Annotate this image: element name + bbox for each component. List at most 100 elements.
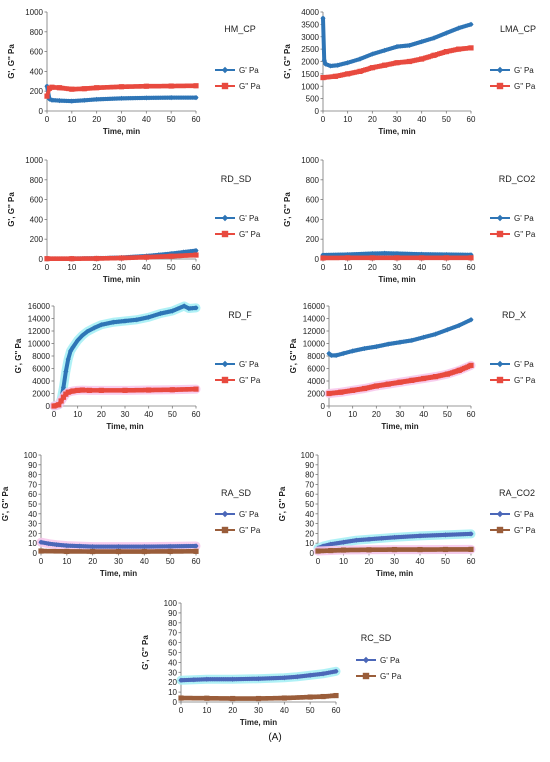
- data-point: [320, 671, 326, 677]
- x-tick-label: 10: [348, 410, 357, 419]
- legend-marker: [496, 214, 504, 222]
- y-tick-label: 800: [30, 176, 44, 185]
- data-point: [431, 35, 437, 41]
- x-tick-label: 40: [142, 115, 151, 124]
- x-tick-label: 50: [443, 410, 452, 419]
- legend-marker: [221, 66, 229, 74]
- data-point: [442, 532, 449, 538]
- y-tick-label: 1000: [301, 156, 319, 165]
- x-tick-label: 20: [92, 263, 101, 272]
- data-point: [315, 548, 321, 554]
- y-tick-label: 100: [164, 599, 178, 608]
- y-tick-label: 200: [306, 235, 320, 244]
- legend-label: G' Pa: [514, 360, 534, 369]
- x-tick-label: 40: [280, 706, 289, 715]
- x-tick-label: 40: [417, 263, 426, 272]
- data-point: [456, 25, 462, 31]
- data-point: [146, 387, 152, 393]
- series-g-double-prime: [178, 692, 339, 702]
- data-point: [65, 356, 71, 362]
- y-axis-label: G', G'' Pa: [1, 486, 10, 521]
- data-point: [143, 83, 149, 89]
- data-point: [38, 539, 44, 545]
- y-tick-label: 10: [28, 539, 37, 548]
- data-point: [320, 74, 326, 81]
- data-point: [230, 695, 236, 702]
- series-g-double-prime: [313, 544, 476, 556]
- data-point: [442, 546, 449, 553]
- data-point: [56, 85, 63, 91]
- x-tick-label: 50: [168, 410, 177, 419]
- legend-label: G'' Pa: [239, 230, 261, 239]
- chart-title: RC_SD: [361, 633, 392, 643]
- data-point: [115, 548, 122, 555]
- legend-marker: [221, 510, 229, 518]
- y-tick-label: 50: [168, 649, 177, 658]
- series-marker-band: [51, 303, 199, 409]
- data-point: [75, 337, 81, 343]
- x-tick-label: 0: [327, 410, 332, 419]
- data-point: [115, 544, 122, 550]
- legend-label: G'' Pa: [514, 376, 536, 385]
- y-tick-label: 4000: [32, 377, 50, 386]
- data-point: [63, 369, 69, 375]
- legend-marker: [496, 526, 504, 534]
- data-point: [417, 533, 423, 539]
- data-point: [419, 39, 425, 45]
- x-tick-label: 50: [441, 557, 450, 566]
- data-point: [357, 56, 363, 62]
- y-tick-label: 50: [305, 500, 314, 509]
- data-point: [421, 375, 427, 382]
- y-axis-label: G', G'' Pa: [14, 338, 23, 373]
- y-tick-label: 4000: [301, 8, 319, 17]
- x-tick-label: 50: [167, 263, 176, 272]
- y-axis-label: G', G'' Pa: [141, 635, 150, 670]
- x-tick-label: 60: [332, 706, 341, 715]
- x-tick-label: 10: [343, 115, 352, 124]
- data-point: [204, 695, 210, 701]
- data-point: [369, 51, 375, 57]
- data-point: [94, 255, 100, 262]
- data-point: [340, 350, 346, 357]
- x-tick-label: 60: [467, 115, 476, 124]
- y-tick-label: 14000: [28, 315, 51, 324]
- legend-label: G'' Pa: [514, 82, 536, 91]
- x-tick-label: 60: [192, 263, 201, 272]
- data-point: [141, 544, 147, 550]
- legend-marker: [221, 82, 229, 90]
- data-point: [70, 344, 76, 350]
- data-point: [406, 58, 412, 65]
- x-tick-label: 40: [417, 115, 426, 124]
- legend-label: G' Pa: [239, 66, 259, 75]
- x-tick-label: 0: [316, 557, 321, 566]
- data-point: [70, 388, 76, 394]
- data-point: [94, 96, 100, 102]
- y-tick-label: 400: [30, 215, 44, 224]
- x-tick-label: 60: [192, 410, 201, 419]
- chart-title: RD_F: [228, 310, 252, 320]
- data-point: [353, 537, 359, 543]
- data-point: [169, 387, 175, 393]
- data-point: [443, 251, 449, 258]
- legend-marker: [221, 360, 229, 368]
- data-point: [69, 98, 75, 104]
- y-tick-label: 0: [39, 255, 44, 264]
- data-point: [193, 548, 199, 554]
- x-tick-label: 0: [45, 263, 50, 272]
- x-tick-label: 50: [166, 557, 175, 566]
- data-point: [122, 318, 128, 324]
- x-axis-label: Time, min: [106, 422, 143, 431]
- legend-marker: [496, 66, 504, 74]
- x-tick-label: 60: [192, 115, 201, 124]
- series-g-prime: [36, 537, 201, 552]
- data-point: [350, 348, 356, 354]
- y-tick-label: 10: [305, 539, 314, 548]
- data-point: [146, 314, 152, 320]
- legend-marker: [221, 526, 229, 534]
- x-tick-label: 50: [442, 263, 451, 272]
- data-point: [191, 677, 197, 683]
- data-point: [193, 386, 199, 392]
- x-tick-label: 30: [393, 263, 402, 272]
- chart-panel-hm_cp: 0 200 400 600 800 1000 0 10 20 30 40 50 60 Time, min G…: [7, 8, 261, 136]
